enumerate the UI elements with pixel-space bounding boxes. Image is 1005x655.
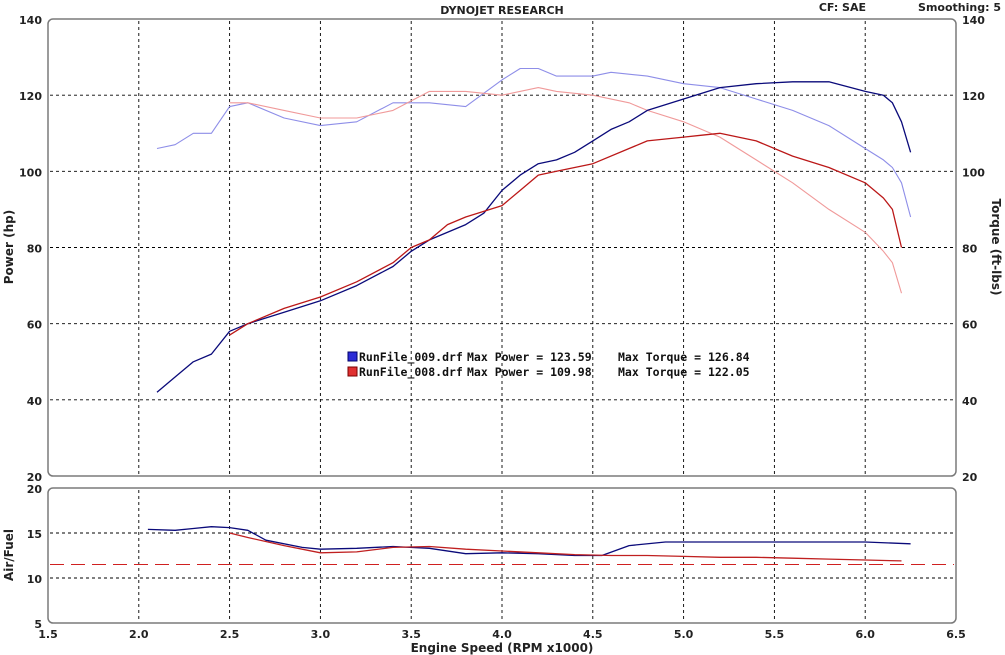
power-tick-label: 80 (27, 243, 43, 256)
legend-file-run009: RunFile_009.drf (359, 350, 463, 365)
air-fuel-tick-label: 5 (34, 618, 42, 631)
air-fuel-tick-label: 20 (27, 483, 43, 496)
air-fuel-tick-label: 10 (27, 573, 43, 586)
power-tick-label: 120 (19, 90, 42, 103)
power-tick-label: 60 (27, 319, 43, 332)
smoothing-label: Smoothing: 5 (918, 1, 1001, 14)
legend-swatch-run008 (347, 366, 358, 377)
power-tick-label: 20 (27, 471, 43, 484)
engine-speed-tick-label: 3.5 (401, 628, 421, 641)
engine-speed-tick-label: 6.5 (946, 628, 966, 641)
series-line-power-runfile-009-drf (156, 81, 912, 393)
correction-factor-label: CF: SAE (819, 1, 866, 14)
air-fuel-panel-grid (50, 490, 954, 621)
torque-axis-label: Torque (ft-lbs) (989, 199, 1003, 296)
power-axis-ticks: 20 40 60 80 100 120 140 (19, 14, 42, 484)
air-fuel-axis-ticks: 5 10 15 20 (27, 483, 43, 631)
power-tick-label: 140 (19, 14, 42, 27)
engine-speed-tick-label: 3.0 (311, 628, 331, 641)
power-torque-panel: 20 40 60 80 100 120 140 20 40 60 80 100 120 140 Powe… (2, 14, 1003, 484)
air-fuel-panel-frame (47, 487, 957, 624)
torque-tick-label: 100 (962, 166, 985, 179)
engine-speed-tick-label: 5.5 (765, 628, 785, 641)
legend: RunFile_009.drf Max Power = 123.59 Max T… (347, 350, 750, 380)
legend-max-torque-run009: Max Torque = 126.84 (618, 350, 750, 364)
legend-swatch-run009 (347, 351, 358, 362)
air-fuel-line-runfile-009-drf (147, 526, 911, 557)
engine-speed-axis-ticks: 1.5 2.0 2.5 3.0 3.5 4.0 4.5 5.0 5.5 6.0 6.5 (38, 628, 966, 641)
power-tick-label: 100 (19, 166, 42, 179)
engine-speed-tick-label: 6.0 (855, 628, 875, 641)
air-fuel-panel: 5 10 15 20 1.5 2.0 2.5 3.0 3.5 4.0 4.5 5.0 5.5 6.0 6.… (2, 483, 966, 655)
torque-axis-ticks: 20 40 60 80 100 120 140 (962, 14, 985, 484)
engine-speed-tick-label: 1.5 (38, 628, 58, 641)
engine-speed-tick-label: 5.0 (674, 628, 694, 641)
power-tick-label: 40 (27, 395, 43, 408)
series-line-torque-runfile-008-drf (229, 87, 903, 294)
legend-file-run008: RunFile_008.drf (359, 365, 463, 380)
series-line-torque-runfile-009-drf (156, 67, 912, 218)
engine-speed-axis-label: Engine Speed (RPM x1000) (411, 641, 594, 655)
legend-max-power-run009: Max Power = 123.59 (467, 350, 592, 364)
torque-tick-label: 60 (962, 319, 978, 332)
power-torque-series (156, 67, 912, 393)
air-fuel-series (147, 526, 911, 562)
air-fuel-line-runfile-008-drf (229, 532, 902, 562)
torque-tick-label: 40 (962, 395, 978, 408)
engine-speed-tick-label: 2.5 (220, 628, 240, 641)
power-axis-label: Power (hp) (2, 210, 16, 284)
chart-title: DYNOJET RESEARCH (440, 4, 563, 17)
engine-speed-tick-label: 4.5 (583, 628, 603, 641)
torque-tick-label: 20 (962, 471, 978, 484)
series-line-power-runfile-008-drf (229, 132, 903, 336)
torque-tick-label: 120 (962, 90, 985, 103)
engine-speed-tick-label: 4.0 (492, 628, 512, 641)
legend-max-torque-run008: Max Torque = 122.05 (618, 365, 750, 379)
engine-speed-tick-label: 2.0 (129, 628, 149, 641)
torque-tick-label: 140 (962, 14, 985, 27)
air-fuel-tick-label: 15 (27, 528, 42, 541)
legend-max-power-run008: Max Power = 109.98 (467, 365, 592, 379)
air-fuel-axis-label: Air/Fuel (2, 529, 16, 581)
torque-tick-label: 80 (962, 243, 978, 256)
